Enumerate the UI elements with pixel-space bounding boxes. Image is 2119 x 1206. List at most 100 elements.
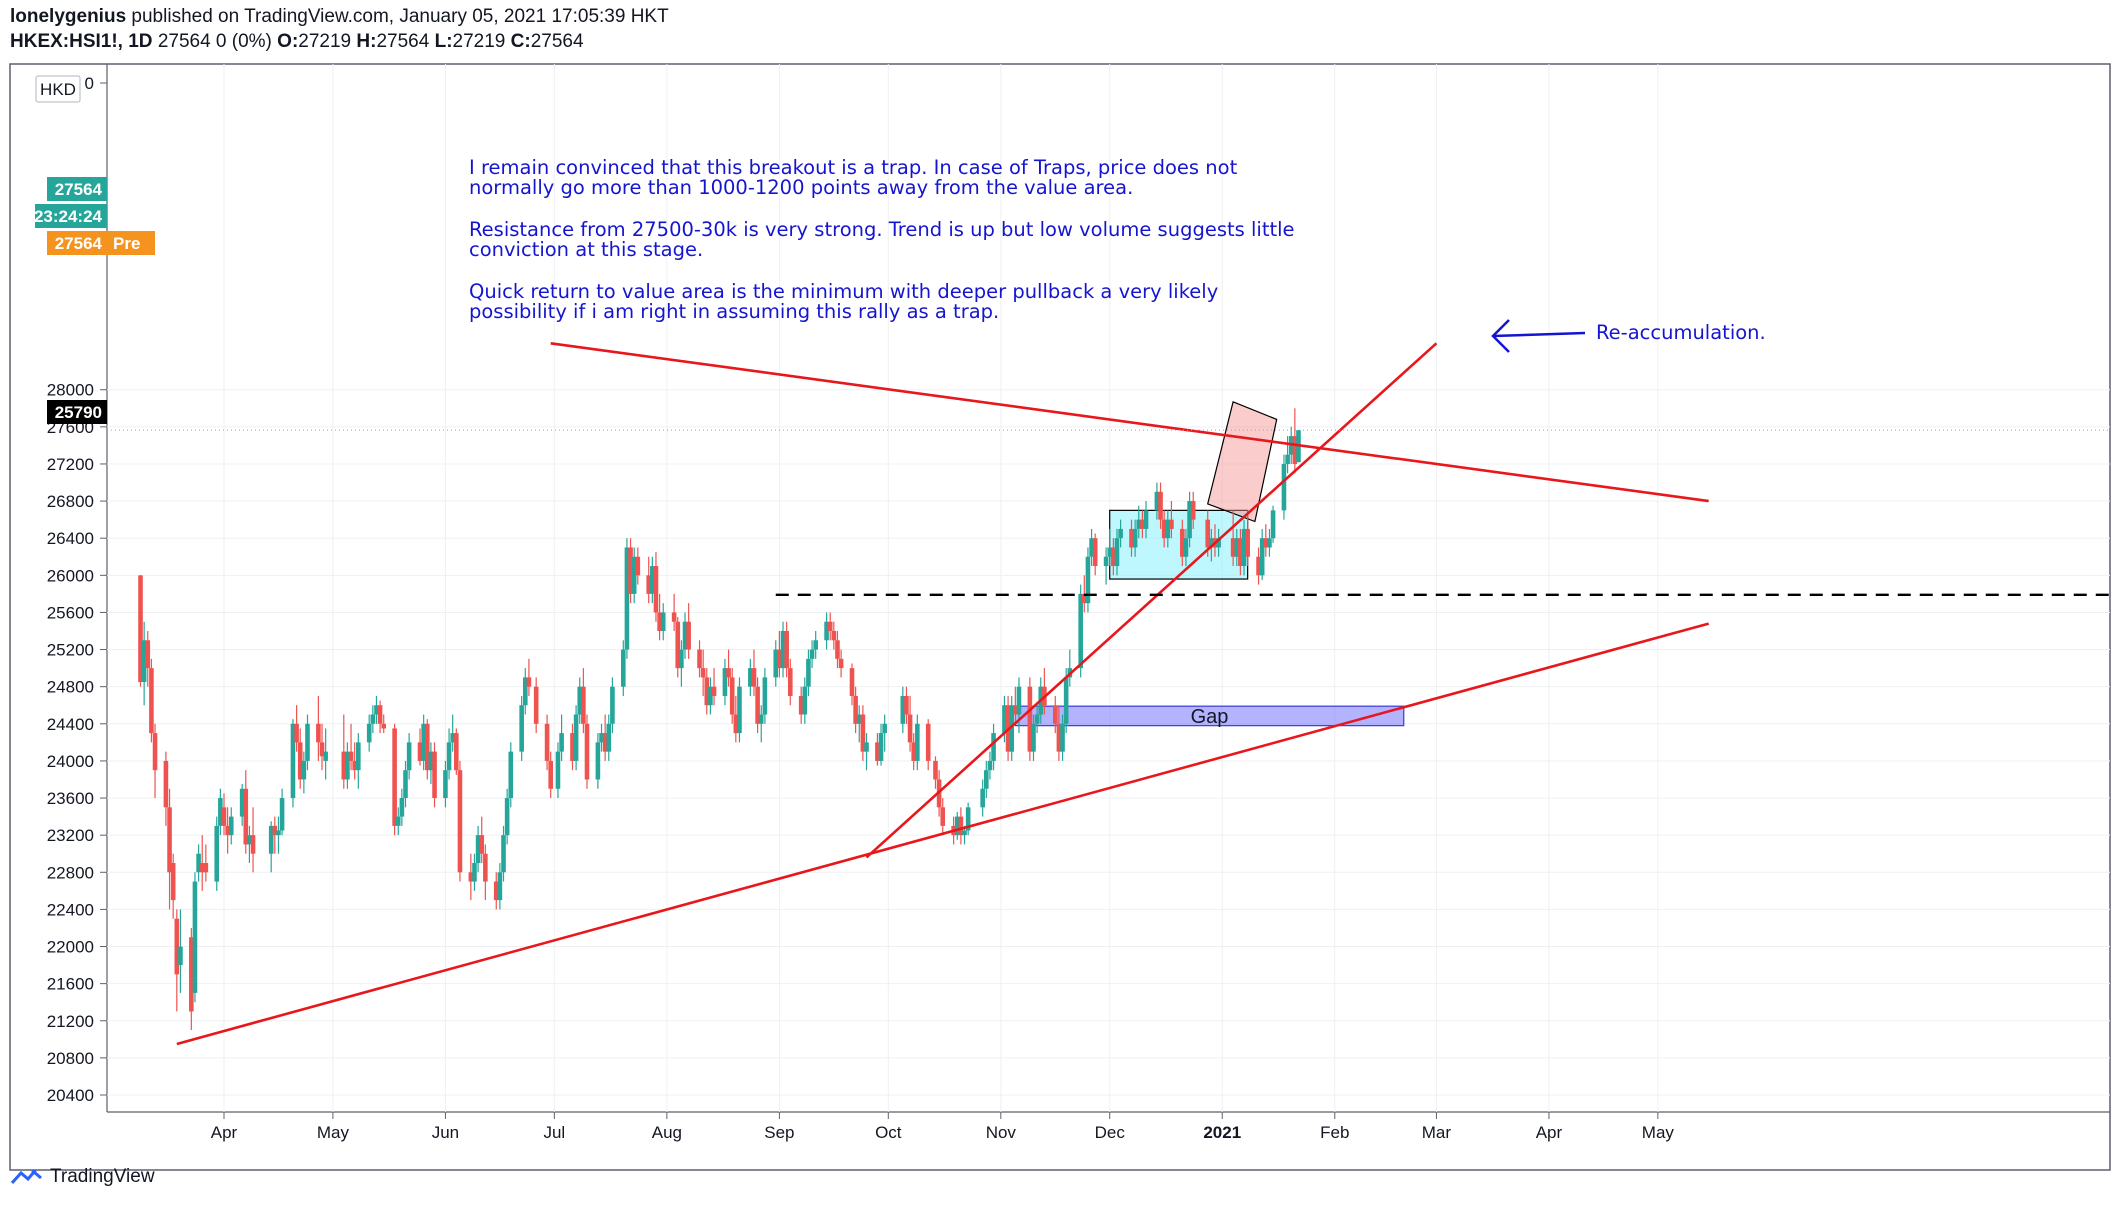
author-name: lonelygenius bbox=[10, 6, 127, 27]
candle-body bbox=[377, 705, 383, 724]
candle-body bbox=[773, 649, 779, 678]
time-axis: Apr May Jun Jul Aug Sep Oct Nov Dec 2021 Feb Mar Apr… bbox=[211, 1112, 1674, 1142]
candle-body bbox=[1190, 501, 1196, 520]
candle-body bbox=[777, 649, 782, 669]
y-tick-label: 22000 bbox=[47, 938, 94, 957]
candle-body bbox=[1267, 538, 1272, 548]
candle-body bbox=[849, 668, 855, 696]
y-tick-label: 27200 bbox=[47, 455, 94, 474]
zones: Gap bbox=[1014, 400, 1405, 728]
y-tick-label: 22800 bbox=[47, 863, 94, 882]
candle-body bbox=[432, 751, 437, 799]
x-tick-label: Apr bbox=[211, 1123, 238, 1142]
candle-body bbox=[250, 835, 256, 854]
candle-body bbox=[1027, 686, 1033, 752]
chart-frame bbox=[9, 63, 2111, 1171]
note-line: normally go more than 1000-1200 points a… bbox=[469, 176, 1133, 199]
candle-body bbox=[824, 621, 829, 641]
candle-body bbox=[827, 621, 833, 631]
arrow-head-icon bbox=[1491, 319, 1510, 353]
candle-body bbox=[878, 733, 884, 761]
candle-body bbox=[1234, 538, 1240, 557]
candle-body bbox=[1034, 714, 1040, 724]
x-tick-label: Aug bbox=[652, 1123, 682, 1142]
candle-body bbox=[1092, 538, 1098, 567]
open-label: O: bbox=[277, 31, 299, 52]
candle-body bbox=[1241, 528, 1247, 567]
candle-body bbox=[606, 723, 612, 752]
candle-body bbox=[319, 742, 325, 757]
y-tick-label: 23200 bbox=[47, 826, 94, 845]
candle-body bbox=[940, 807, 946, 826]
high-value: 27564 bbox=[376, 31, 430, 52]
candle-body bbox=[697, 649, 702, 669]
publish-text: published on TradingView.com, January 05… bbox=[131, 6, 669, 27]
y-tick-label: 25200 bbox=[47, 641, 94, 660]
candles bbox=[138, 408, 1301, 1031]
candle-body bbox=[443, 770, 448, 799]
candle-body bbox=[1183, 538, 1189, 557]
candle-body bbox=[345, 751, 350, 780]
candle-body bbox=[381, 723, 387, 729]
candle-body bbox=[1056, 723, 1062, 752]
y-tick-label: 0 bbox=[85, 74, 94, 93]
candle-body bbox=[755, 686, 760, 724]
currency-label: HKD bbox=[40, 80, 76, 99]
candle-body bbox=[602, 733, 608, 752]
candle-body bbox=[406, 742, 412, 771]
candle-body bbox=[708, 686, 713, 706]
candle-body bbox=[1143, 510, 1149, 529]
x-tick-label: Apr bbox=[1536, 1123, 1563, 1142]
candle-body bbox=[1132, 528, 1138, 548]
note-line: Quick return to value area is the minimu… bbox=[469, 280, 1218, 303]
low-label: L: bbox=[434, 31, 453, 52]
candle-body bbox=[860, 714, 866, 752]
tradingview-logo[interactable]: TradingView bbox=[10, 1166, 155, 1188]
candle-body bbox=[573, 714, 579, 761]
candle-body bbox=[962, 830, 967, 836]
candle-body bbox=[247, 835, 252, 845]
candle-body bbox=[737, 686, 742, 734]
candle-body bbox=[925, 723, 931, 761]
candle-body bbox=[548, 760, 553, 789]
candle-body bbox=[700, 668, 706, 678]
candle-body bbox=[1292, 436, 1298, 464]
low-value: 27219 bbox=[452, 31, 506, 52]
candle-body bbox=[722, 668, 728, 696]
candle-body bbox=[1209, 538, 1214, 548]
drawings bbox=[107, 342, 2110, 1046]
y-tick-label: 21200 bbox=[47, 1012, 94, 1031]
candle-body bbox=[221, 807, 227, 826]
candle-body bbox=[984, 770, 989, 789]
candle-body bbox=[784, 631, 789, 669]
reaccumulation-arrow: Re-accumulation. bbox=[1491, 319, 1766, 353]
candle-body bbox=[621, 649, 626, 687]
candle-body bbox=[189, 937, 194, 1012]
candle-body bbox=[297, 742, 303, 780]
candle-body bbox=[1140, 519, 1145, 529]
price-tag-box bbox=[47, 231, 107, 255]
y-tick-label: 26000 bbox=[47, 566, 94, 585]
currency-badge bbox=[35, 75, 81, 103]
candle-body bbox=[366, 723, 372, 743]
candle-body bbox=[882, 723, 887, 734]
candle-body bbox=[933, 760, 938, 780]
candle-body bbox=[610, 686, 615, 724]
price-tag: 27564 bbox=[47, 177, 107, 201]
note-line: I remain convinced that this breakout is… bbox=[469, 156, 1238, 179]
price-tag: 25790 bbox=[47, 400, 107, 424]
trendline bbox=[550, 342, 1709, 503]
candle-body bbox=[1114, 538, 1120, 567]
candle-body bbox=[239, 788, 245, 817]
publish-info: lonelygenius published on TradingView.co… bbox=[10, 6, 669, 28]
candle-body bbox=[468, 872, 474, 882]
price-tag: 27564 Pre bbox=[47, 231, 155, 255]
candle-body bbox=[711, 686, 717, 696]
candle-body bbox=[1060, 723, 1065, 752]
price-tag-box bbox=[35, 204, 107, 228]
candle-body bbox=[831, 631, 837, 641]
candle-body bbox=[450, 733, 455, 743]
candle-body bbox=[875, 742, 880, 761]
candle-body bbox=[526, 677, 532, 687]
